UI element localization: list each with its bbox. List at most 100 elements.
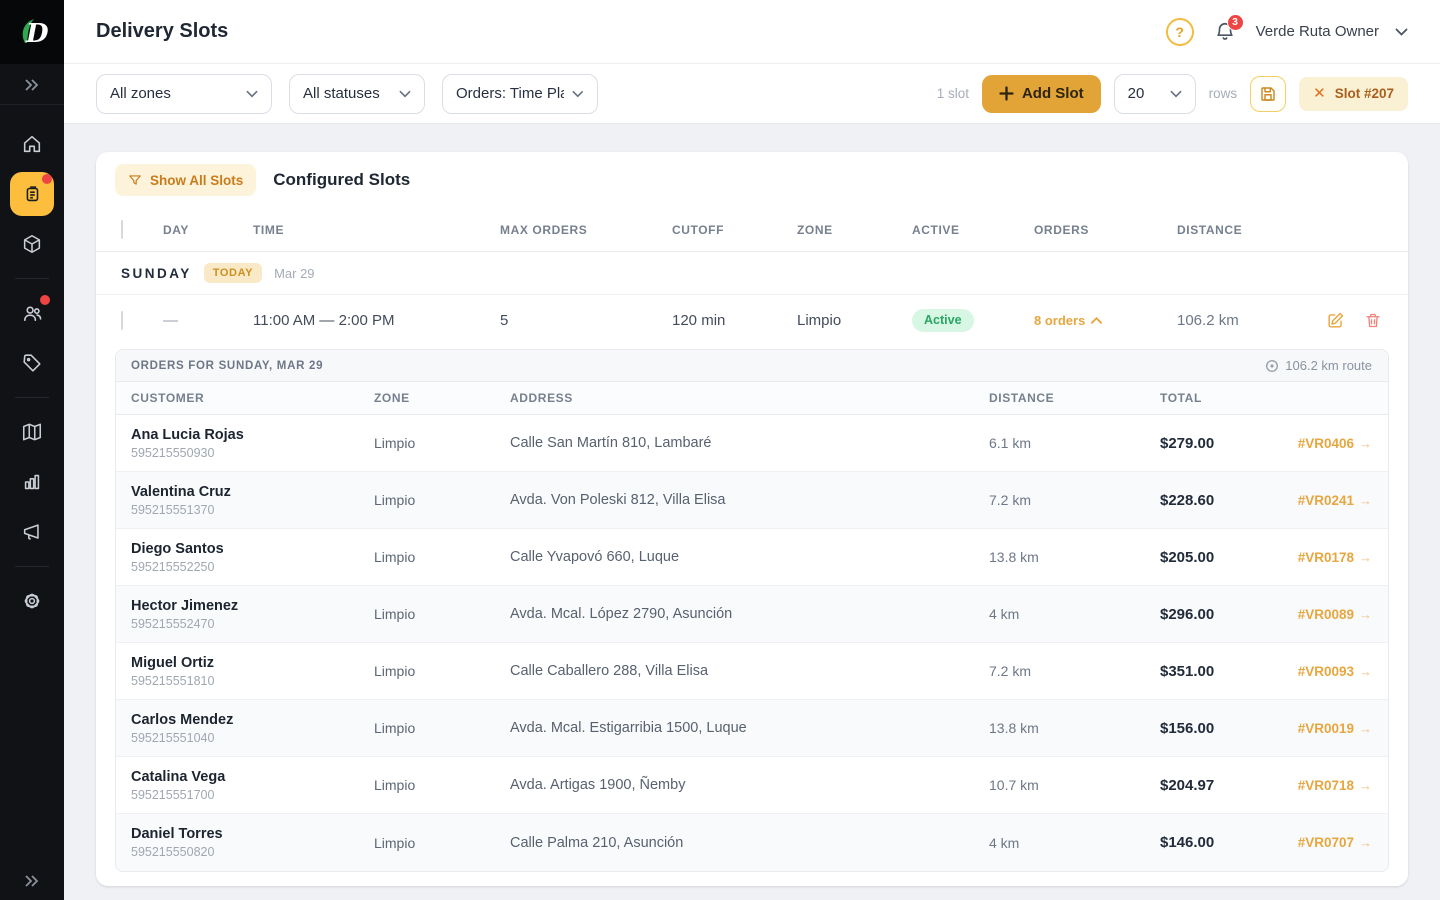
customer-phone: 595215550930 xyxy=(131,445,215,460)
slots-table-header: DAY TIME MAX ORDERS CUTOFF ZONE ACTIVE O… xyxy=(96,208,1408,252)
sidebar-item-delivery-slots[interactable] xyxy=(10,172,54,216)
rows-per-page-value: 20 xyxy=(1127,85,1145,102)
configured-slots-card: Show All Slots Configured Slots DAY TIME… xyxy=(96,152,1408,886)
plus-icon xyxy=(999,86,1014,101)
order-id: #VR0707 xyxy=(1297,835,1354,850)
delete-slot-button[interactable] xyxy=(1364,311,1382,330)
order-total: $156.00 xyxy=(1160,719,1215,737)
sidebar-expand-button[interactable] xyxy=(0,64,64,104)
trash-icon xyxy=(1366,313,1380,327)
add-slot-button[interactable]: Add Slot xyxy=(981,74,1101,113)
order-row: Valentina Cruz 595215551370 Limpio Avda.… xyxy=(116,472,1388,529)
order-link[interactable]: #VR0241 → xyxy=(1291,493,1372,508)
notification-dot xyxy=(40,295,50,305)
order-distance: 7.2 km xyxy=(989,492,1032,508)
sidebar-item-customers[interactable] xyxy=(10,291,54,335)
order-link[interactable]: #VR0089 → xyxy=(1291,607,1372,622)
user-menu[interactable]: Verde Ruta Owner xyxy=(1256,23,1408,40)
orders-expand-toggle[interactable]: 8 orders xyxy=(1034,313,1103,328)
customer-phone: 595215551700 xyxy=(131,787,215,802)
save-view-button[interactable] xyxy=(1250,75,1287,112)
order-distance: 13.8 km xyxy=(989,549,1039,565)
order-distance: 4 km xyxy=(989,606,1020,622)
show-all-slots-button[interactable]: Show All Slots xyxy=(115,164,257,196)
order-link[interactable]: #VR0019 → xyxy=(1291,721,1372,736)
order-total: $146.00 xyxy=(1160,834,1215,851)
filter-bar: All zones All statuses Orders: Time Pla … xyxy=(64,64,1440,124)
double-chevron-right-icon xyxy=(25,875,39,887)
customer-name: Catalina Vega xyxy=(131,768,226,785)
topbar: Delivery Slots ? 3 Verde Ruta Owner xyxy=(64,0,1440,64)
order-zone: Limpio xyxy=(374,492,416,508)
double-chevron-right-icon xyxy=(25,79,39,91)
order-distance: 7.2 km xyxy=(989,663,1032,679)
notification-badge: 3 xyxy=(1226,13,1244,31)
sidebar-item-home[interactable] xyxy=(10,122,54,166)
orders-sort-select[interactable]: Orders: Time Pla xyxy=(442,73,598,114)
order-total: $205.00 xyxy=(1160,548,1215,566)
sidebar-item-analytics[interactable] xyxy=(10,460,54,504)
card-title: Configured Slots xyxy=(273,170,411,189)
customer-name: Miguel Ortiz xyxy=(131,654,214,671)
arrow-right-icon: → xyxy=(1359,549,1372,565)
chip-dismiss-icon[interactable]: ✕ xyxy=(1313,85,1326,102)
slot-distance: 106.2 km xyxy=(1177,311,1239,329)
sidebar-item-settings[interactable] xyxy=(10,579,54,623)
order-link[interactable]: #VR0178 → xyxy=(1291,550,1372,565)
order-distance: 6.1 km xyxy=(989,435,1032,451)
brand-leaf-d-icon: D xyxy=(22,19,49,49)
bell-icon xyxy=(1216,22,1233,40)
order-address: Avda. Mcal. López 2790, Asunción xyxy=(510,606,733,622)
sidebar-collapse-button[interactable] xyxy=(24,874,40,900)
zone-filter-select[interactable]: All zones xyxy=(96,73,272,114)
edit-slot-button[interactable] xyxy=(1326,311,1345,330)
svg-text:D: D xyxy=(25,19,49,49)
select-all-checkbox[interactable] xyxy=(121,219,123,239)
order-address: Avda. Artigas 1900, Ñemby xyxy=(510,777,686,793)
app-logo: D xyxy=(0,0,64,64)
customer-name: Daniel Torres xyxy=(131,826,223,842)
customer-name: Carlos Mendez xyxy=(131,711,234,728)
order-distance: 10.7 km xyxy=(989,777,1039,793)
order-link[interactable]: #VR0093 → xyxy=(1291,664,1372,679)
column-header-max-orders: MAX ORDERS xyxy=(500,222,588,237)
help-icon[interactable]: ? xyxy=(1165,17,1194,46)
sidebar-item-tags[interactable] xyxy=(10,341,54,385)
show-all-slots-label: Show All Slots xyxy=(150,172,244,188)
status-filter-select[interactable]: All statuses xyxy=(289,73,425,114)
order-total: $351.00 xyxy=(1160,662,1215,680)
notifications-button[interactable]: 3 xyxy=(1214,13,1244,43)
order-row: Catalina Vega 595215551700 Limpio Avda. … xyxy=(116,757,1388,814)
settings-icon xyxy=(24,593,40,609)
customer-phone: 595215552470 xyxy=(131,616,215,631)
sidebar-item-map[interactable] xyxy=(10,410,54,454)
order-link[interactable]: #VR0406 → xyxy=(1291,436,1372,451)
order-address: Calle San Martín 810, Lambaré xyxy=(510,435,712,451)
active-filter-chip[interactable]: ✕ Slot #207 xyxy=(1299,76,1408,111)
arrow-right-icon: → xyxy=(1359,720,1372,736)
customer-name: Diego Santos xyxy=(131,540,224,557)
order-link[interactable]: #VR0707 → xyxy=(1291,835,1372,850)
customer-phone: 595215551040 xyxy=(131,730,215,745)
add-slot-label: Add Slot xyxy=(1021,85,1084,102)
order-row: Ana Lucia Rojas 595215550930 Limpio Call… xyxy=(116,415,1388,472)
slot-checkbox[interactable] xyxy=(121,310,123,330)
save-icon xyxy=(1261,86,1275,101)
customer-phone: 595215551810 xyxy=(131,673,215,688)
order-id: #VR0019 xyxy=(1297,720,1354,736)
chevron-down-icon xyxy=(1395,28,1408,36)
arrow-right-icon: → xyxy=(1359,606,1372,622)
rows-per-page-select[interactable]: 20 xyxy=(1113,73,1196,114)
order-link[interactable]: #VR0718 → xyxy=(1291,778,1372,793)
announcements-icon xyxy=(23,524,39,540)
sidebar-group-divider xyxy=(15,566,49,567)
chevron-up-icon xyxy=(1091,316,1103,324)
group-day-label: SUNDAY xyxy=(121,265,192,281)
order-id: #VR0093 xyxy=(1297,663,1354,679)
sidebar-item-announcements[interactable] xyxy=(10,510,54,554)
delivery-slots-icon xyxy=(26,186,39,202)
arrow-right-icon: → xyxy=(1359,435,1372,451)
sidebar-item-packages[interactable] xyxy=(10,222,54,266)
order-row: Hector Jimenez 595215552470 Limpio Avda.… xyxy=(116,586,1388,643)
customer-phone: 595215550820 xyxy=(131,845,215,859)
